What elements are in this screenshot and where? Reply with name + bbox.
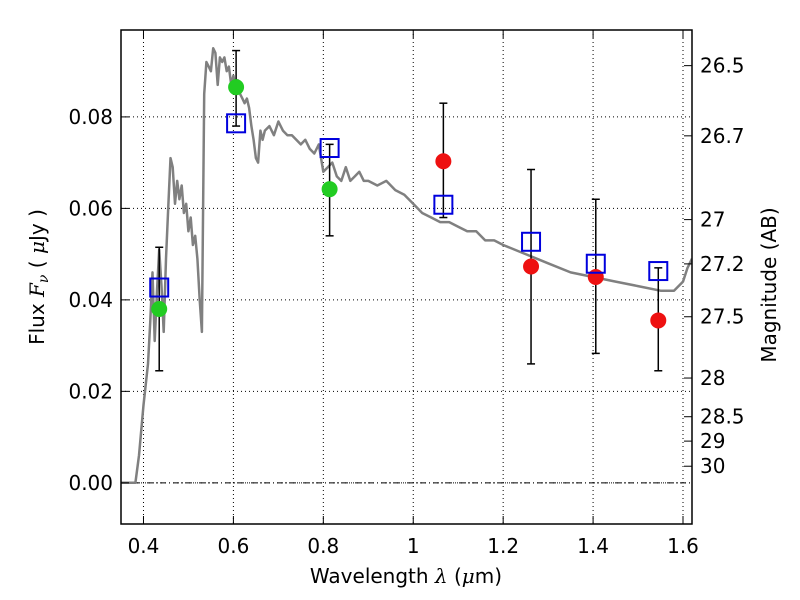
- magnitude-tick-label: 28.5: [700, 405, 745, 429]
- marker-layer: [149, 79, 669, 329]
- model-square-marker: [226, 113, 247, 134]
- data-point: [523, 258, 540, 275]
- magnitude-tick-label: 26.7: [700, 124, 745, 148]
- y-tick-label: 0.00: [68, 471, 113, 495]
- magnitude-tick-label: 30: [700, 454, 725, 478]
- data-point: [650, 312, 667, 329]
- x-axis-ticks: 0.4 0.6 0.8 1 1.2 1.4 1.6: [128, 30, 699, 558]
- x-tick-label: 1.6: [667, 534, 699, 558]
- model-square-marker: [585, 253, 606, 274]
- y-tick-label: 0.04: [68, 288, 113, 312]
- plot-background: [121, 30, 692, 524]
- x-tick-label: 1: [407, 534, 420, 558]
- model-square-marker: [433, 194, 454, 215]
- model-square-marker: [521, 231, 542, 252]
- sed-template-line: [121, 47, 692, 485]
- x-tick-label: 0.6: [217, 534, 249, 558]
- template-layer: [121, 47, 692, 485]
- magnitude-axis-title: Magnitude (AB): [757, 207, 781, 362]
- model-square-marker: [648, 261, 669, 282]
- x-tick-label: 0.8: [307, 534, 339, 558]
- magnitude-tick-label: 29: [700, 429, 725, 453]
- data-point: [321, 181, 338, 198]
- magnitude-tick-label: 26.5: [700, 54, 745, 78]
- magnitude-tick-label: 27.2: [700, 252, 745, 276]
- data-point: [435, 153, 452, 170]
- x-tick-label: 1.4: [577, 534, 609, 558]
- data-point: [151, 301, 168, 318]
- magnitude-tick-label: 27: [700, 208, 725, 232]
- magnitude-tick-label: 28: [700, 366, 725, 390]
- y-tick-label: 0.02: [68, 379, 113, 403]
- model-square-marker: [149, 277, 170, 298]
- y-axis-title: Flux Fν ( μJy ): [25, 209, 52, 345]
- x-axis-title: Wavelength λ (μm): [310, 564, 502, 588]
- x-tick-label: 0.4: [128, 534, 160, 558]
- y-tick-label: 0.08: [68, 105, 113, 129]
- x-tick-label: 1.2: [487, 534, 519, 558]
- y-tick-label: 0.06: [68, 196, 113, 220]
- data-point: [228, 79, 245, 96]
- y-axis-ticks: 0.00 0.02 0.04 0.06 0.08: [68, 105, 129, 495]
- plot-frame: [120, 29, 693, 525]
- magnitude-tick-label: 27.5: [700, 305, 745, 329]
- model-square-marker: [319, 138, 340, 159]
